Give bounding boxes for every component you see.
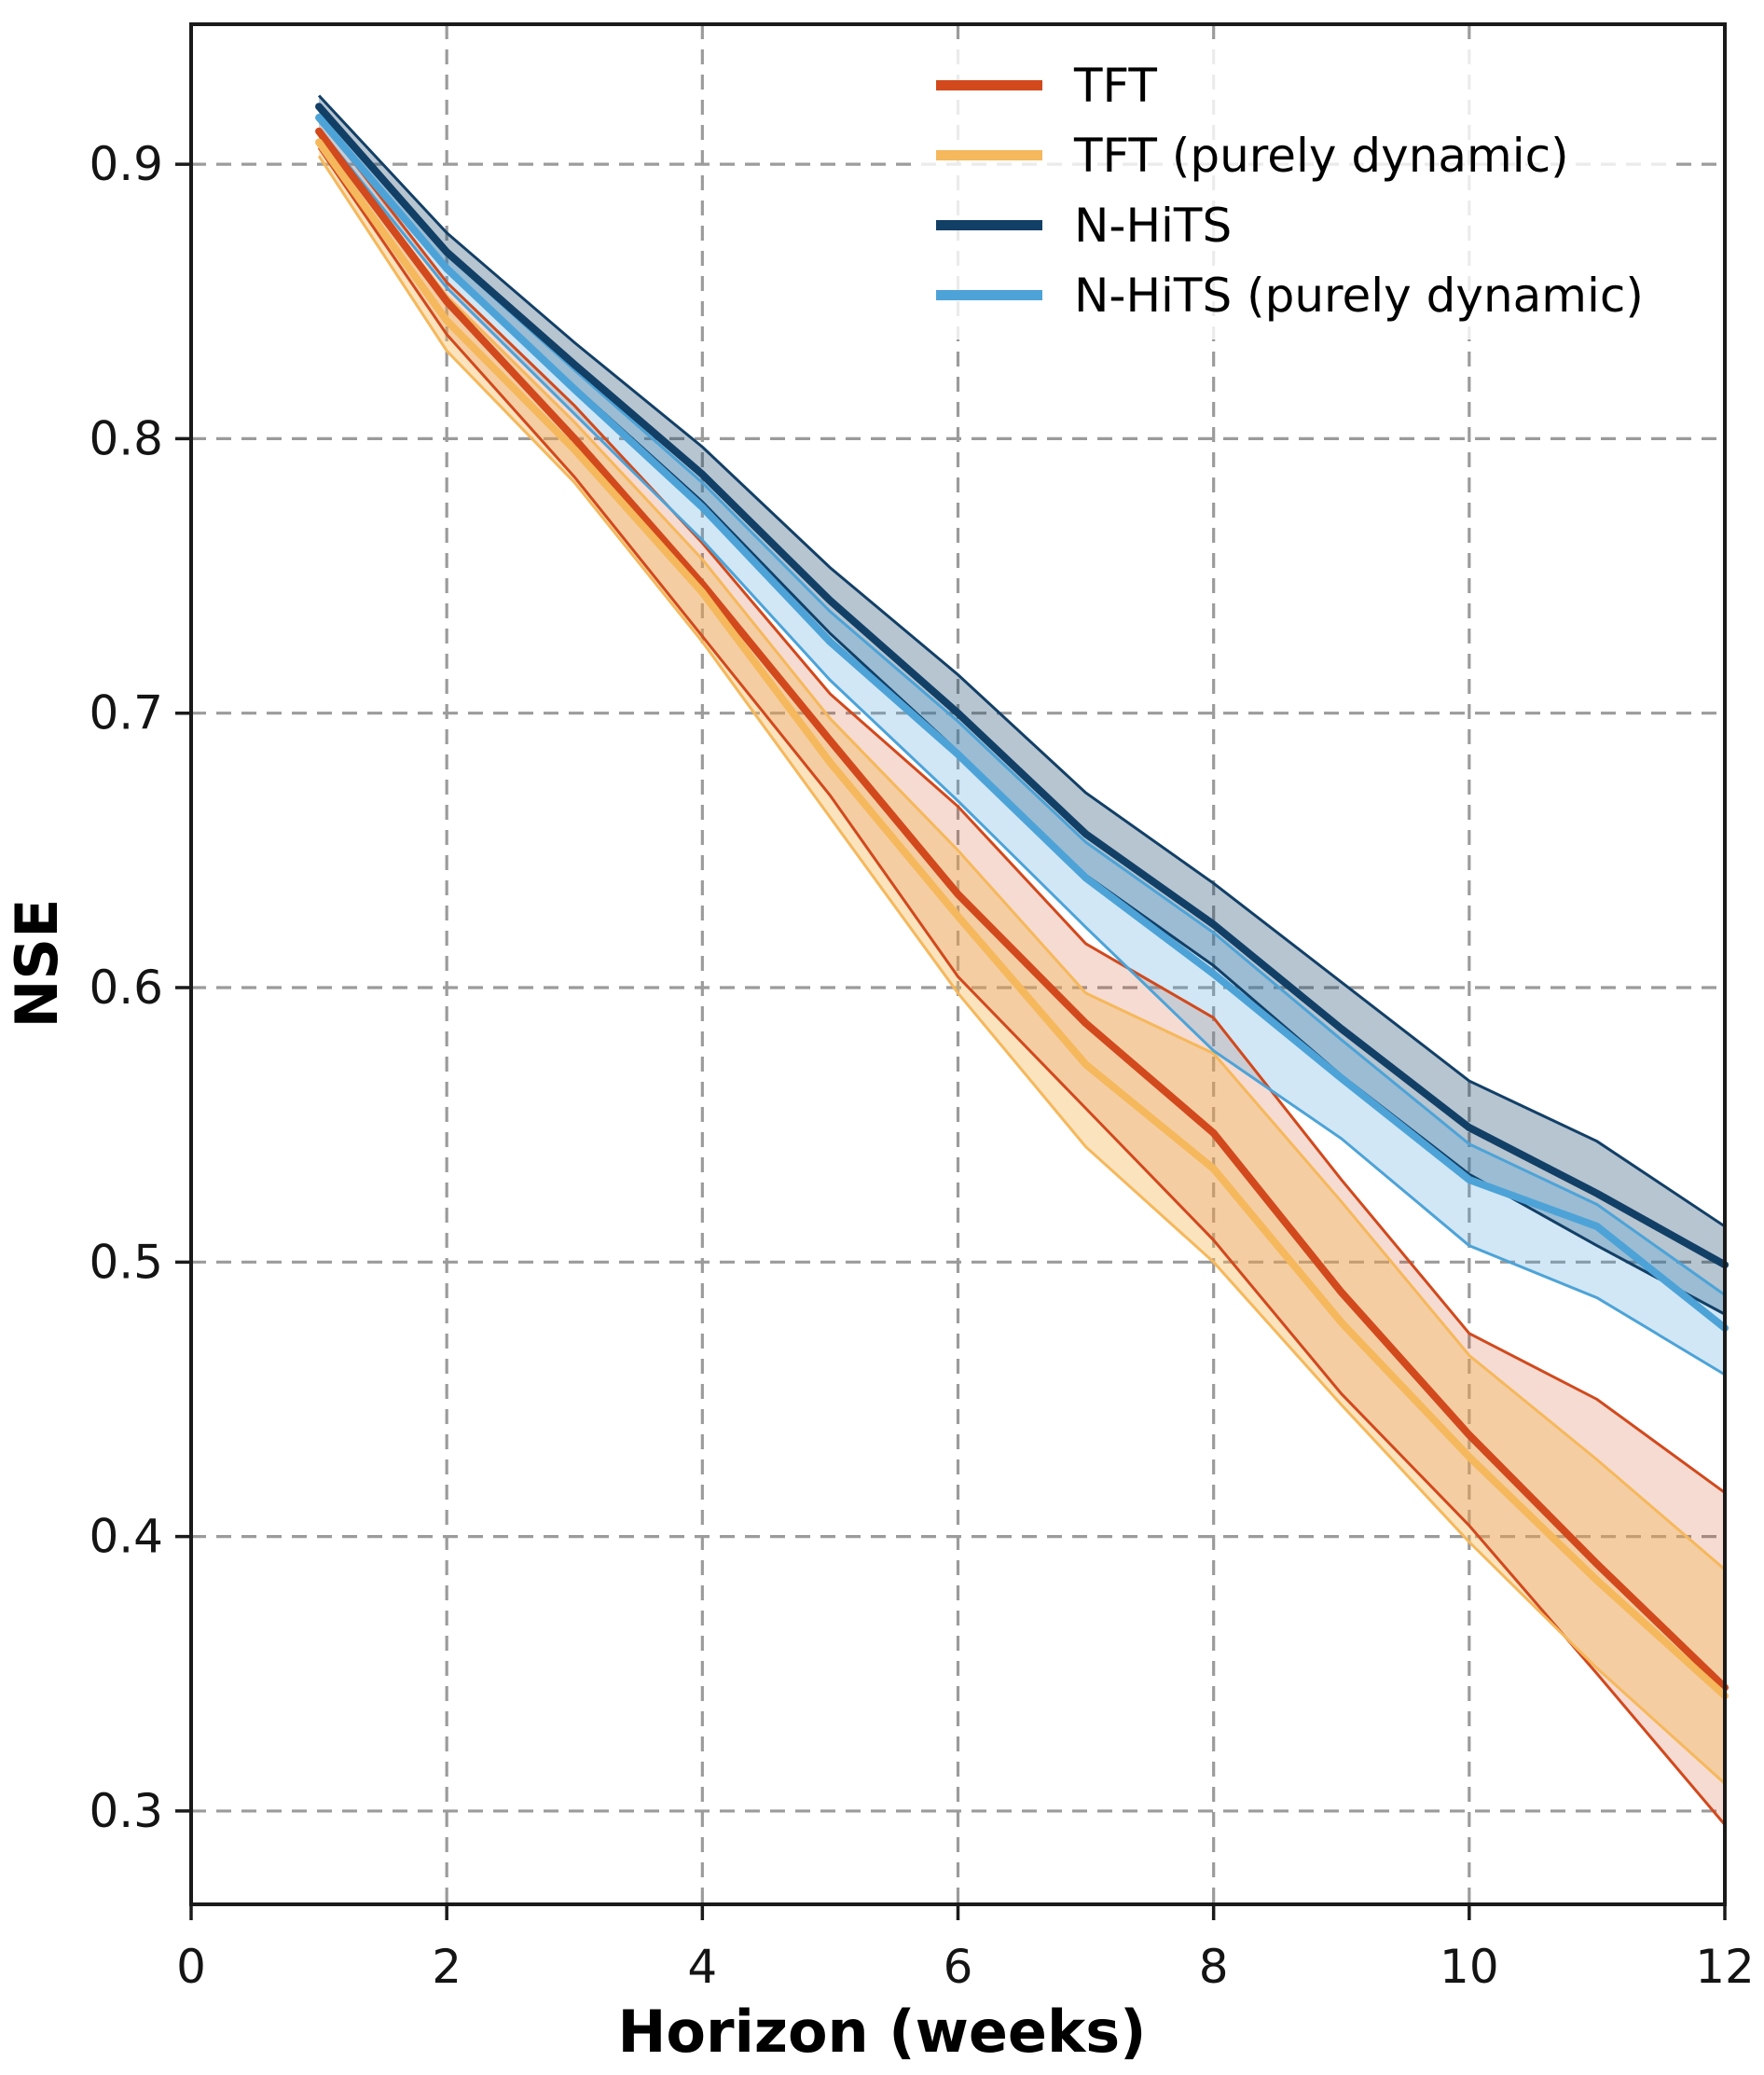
- legend-label: TFT (purely dynamic): [1074, 128, 1569, 183]
- x-tick-label-4: 4: [687, 1940, 717, 1994]
- series-band-hi-edge: [317, 130, 1726, 1571]
- series-line-tft: [315, 127, 1729, 1692]
- x-tick-label-6: 6: [944, 1940, 973, 1994]
- series-band-lo-edge: [317, 127, 1726, 1376]
- x-axis-title: Horizon (weeks): [617, 1998, 1147, 2066]
- y-tick-label-0.4: 0.4: [89, 1510, 163, 1564]
- nhits-purely-dynamic-line-swatch: [936, 290, 1042, 300]
- series-line-n-hits-purely-dynamic-: [315, 114, 1729, 1332]
- series-band-lo-edge: [317, 155, 1727, 1785]
- series-band-hi-edge: [317, 108, 1726, 1296]
- y-tick-label-0.5: 0.5: [89, 1235, 163, 1289]
- series-band-lo-edge: [317, 146, 1727, 1826]
- tft-line-swatch: [936, 80, 1042, 90]
- x-tick-label-10: 10: [1440, 1940, 1499, 1994]
- nhits-line-swatch: [936, 220, 1042, 230]
- y-tick-label-0.9: 0.9: [89, 137, 163, 191]
- y-axis-title: NSE: [3, 898, 71, 1029]
- legend-item-tft-purely-dynamic: TFT (purely dynamic): [936, 120, 1644, 190]
- y-tick-label-0.8: 0.8: [89, 411, 163, 465]
- legend-label: N-HiTS: [1074, 198, 1233, 253]
- x-tick-label-2: 2: [432, 1940, 462, 1994]
- x-tick-label-8: 8: [1199, 1940, 1229, 1994]
- x-tick-label-12: 12: [1695, 1940, 1755, 1994]
- legend-item-nhits-purely-dynamic: N-HiTS (purely dynamic): [936, 260, 1644, 330]
- series-band-hi-edge: [317, 94, 1726, 1228]
- series-line-n-hits: [315, 103, 1729, 1269]
- legend: TFT TFT (purely dynamic) N-HiTS N-HiTS (…: [921, 41, 1668, 339]
- y-tick-label-0.6: 0.6: [89, 961, 163, 1015]
- series-band-hi-edge: [317, 117, 1726, 1494]
- legend-label: N-HiTS (purely dynamic): [1074, 268, 1644, 323]
- series-band-n-hits-purely-dynamic-: [319, 109, 1725, 1375]
- series-band-n-hits: [319, 95, 1725, 1315]
- legend-label: TFT: [1074, 58, 1157, 113]
- series-line-tft-purely-dynamic-: [315, 138, 1729, 1700]
- tft-purely-dynamic-line-swatch: [936, 150, 1042, 160]
- legend-item-nhits: N-HiTS: [936, 190, 1644, 260]
- x-tick-label-0: 0: [176, 1940, 206, 1994]
- legend-item-tft: TFT: [936, 50, 1644, 120]
- y-tick-label-0.3: 0.3: [89, 1784, 163, 1838]
- y-tick-label-0.7: 0.7: [89, 686, 163, 740]
